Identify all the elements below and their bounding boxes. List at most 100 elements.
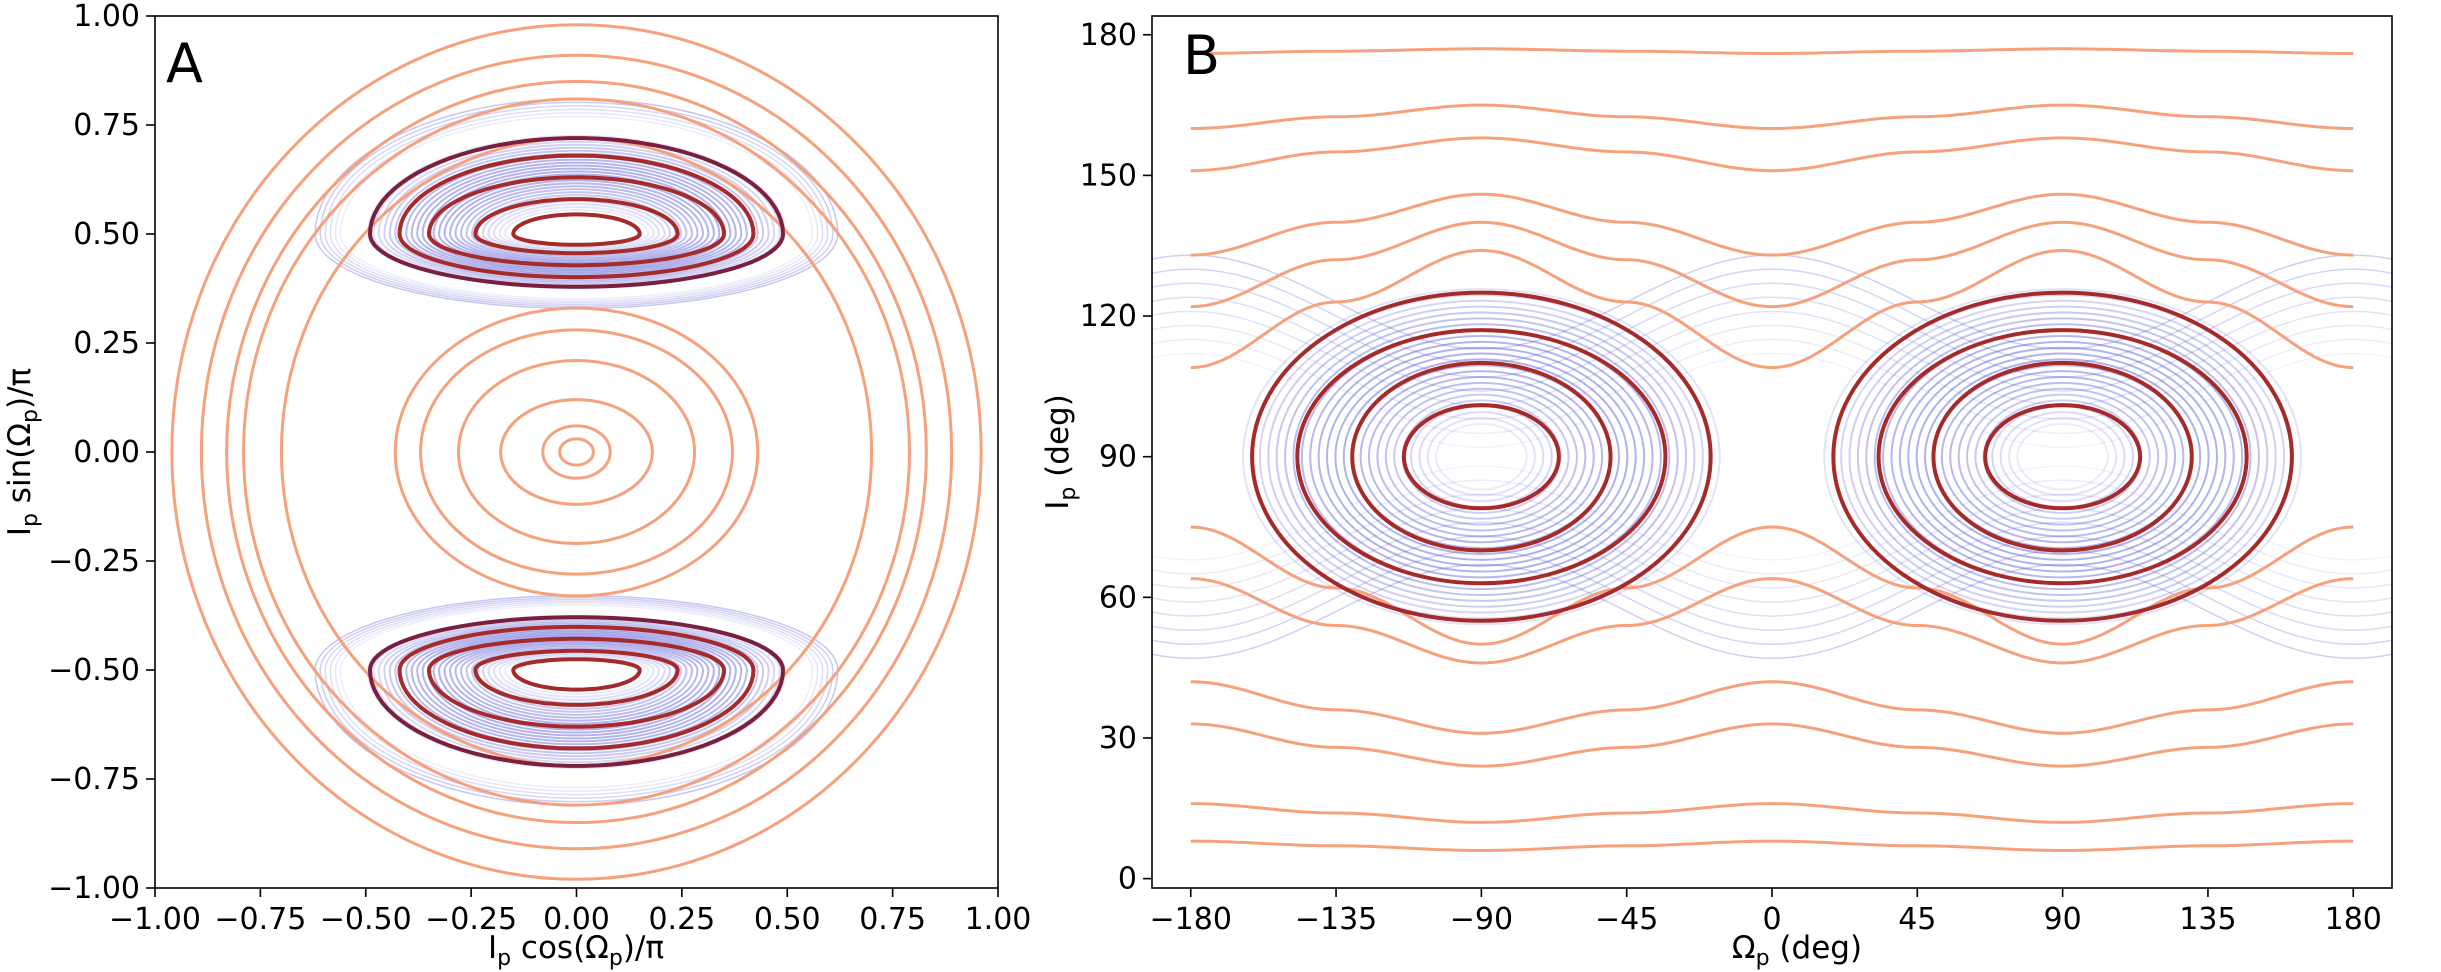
panel-a-libration-curve	[410, 628, 743, 746]
panel-b-cloud-orbit	[1831, 293, 2294, 620]
panel-a-central-orbit	[456, 358, 697, 546]
panel-b-cloud-orbit	[1426, 417, 1536, 497]
panel-a-libration-curve	[503, 655, 650, 695]
panel-a-libration-curve	[421, 631, 732, 740]
panel-b-separatrix-curve	[1152, 338, 2392, 434]
panel-a-y-tick-label: 0.25	[73, 326, 140, 361]
panel-b-x-axis: −180 −135 −90 −45 0 45 90 135 180	[1150, 888, 2382, 937]
panel-a-libration-curve	[426, 636, 727, 729]
panel-b-cloud-orbit	[2016, 422, 2109, 491]
panel-a-libration-curve	[324, 598, 829, 799]
panel-b-circulating-orbit	[1190, 248, 2354, 370]
panel-a-central-orbit	[558, 437, 595, 467]
panel-b-x-tick-label: −135	[1295, 902, 1377, 937]
panel-b-cloud-orbit	[1284, 317, 1679, 596]
panel-a-y-tick-label: −0.50	[48, 653, 140, 688]
panel-a-x-tick-label: −0.75	[214, 902, 306, 937]
panel-a-libration-curve	[416, 629, 737, 743]
panel-a-libration-curve	[426, 175, 727, 268]
panel-a-libration-curve	[465, 644, 688, 716]
panel-b-libration-orbit	[1350, 360, 1613, 553]
panel-b-separatrix-curve	[1152, 296, 2392, 392]
panel-b-y-tick-label: 30	[1099, 721, 1137, 756]
panel-b-libration-orbit	[1831, 290, 2294, 623]
panel-a-central-orbit	[393, 306, 760, 598]
panel-a-central-orbit	[499, 398, 654, 506]
panel-b-x-tick-label: 0	[1762, 902, 1781, 937]
panel-b-cloud-orbit	[2008, 417, 2118, 497]
panel-b-cloud-orbit	[1409, 405, 1553, 509]
panel-b-separatrix-curve	[1152, 563, 2392, 660]
panel-a-libration-curve	[394, 623, 759, 755]
panel-b-separatrix-curve	[1152, 324, 2392, 420]
panel-b-cloud-orbit	[1966, 387, 2160, 526]
panel-b-cloud-orbit	[1334, 352, 1629, 561]
panel-b-cloud-orbit	[1275, 311, 1688, 602]
panel-b-cloud-orbit	[1393, 393, 1570, 520]
panel-b-circulating-orbit	[1190, 802, 2354, 824]
panel-b-separatrix-curve	[1152, 465, 2392, 561]
panel-b-cloud-orbit	[1326, 346, 1637, 567]
panel-b-cloud-orbit	[1915, 352, 2210, 561]
panel-b-cloud-orbit	[1368, 375, 1595, 538]
panel-a-y-axis: 1.00 0.75 0.50 0.25 0.00 −0.25 −0.50 −0.75 −1.00	[48, 0, 155, 906]
panel-a: −1.00 −0.75 −0.50 −0.25 0.00 0.25 0.50 0.75 1.00…	[2, 0, 1031, 971]
panel-b-cloud-orbit	[1384, 387, 1578, 526]
panel-a-central-orbit	[541, 424, 612, 480]
panel-a-libration-curve	[388, 146, 765, 283]
panel-a-x-tick-label: −0.25	[425, 902, 517, 937]
panel-a-libration-curve	[319, 596, 834, 803]
panel-b-cloud-orbit	[1932, 364, 2193, 550]
panel-b-y-tick-label: 60	[1099, 580, 1137, 615]
panel-a-libration-curve	[334, 602, 819, 792]
panel-a-libration-curve	[492, 652, 661, 701]
panel-b-cloud-orbit	[1258, 299, 1704, 614]
panel-a-libration-curve	[397, 153, 756, 280]
panel-b-cloud-orbit	[1940, 370, 2185, 544]
panel-b-circulating-orbit	[1190, 47, 2354, 55]
panel-a-x-tick-label: 1.00	[965, 902, 1032, 937]
panel-b-separatrix-curve	[1152, 521, 2392, 617]
panel-a-libration-curve	[470, 646, 683, 713]
panel-b-cloud-orbit	[1924, 358, 2202, 555]
panel-a-x-tick-label: 0.50	[754, 902, 821, 937]
panel-a-y-tick-label: 0.50	[73, 217, 140, 252]
panel-b-separatrix-curve	[1152, 549, 2392, 645]
panel-b-cloud-orbit	[1848, 305, 2277, 608]
panel-a-libration-curve	[334, 112, 819, 302]
panel-a-libration-curve	[329, 600, 824, 796]
panel-b-libration-orbit	[1295, 328, 1668, 586]
panel-b-x-tick-label: 135	[2179, 902, 2236, 937]
panel-a-outer-orbit	[170, 23, 983, 881]
panel-b-cloud-orbit	[1865, 317, 2260, 596]
panel-b-letter: B	[1183, 24, 1220, 87]
panel-b-libration-orbit	[1931, 360, 2194, 553]
panel-a-libration-curve	[511, 212, 642, 247]
panel-b-libration-orbit	[1876, 328, 2249, 586]
panel-a-libration-curve	[410, 158, 743, 276]
panel-a-libration-curve	[454, 641, 699, 722]
panel-a-x-tick-label: 0.00	[543, 902, 610, 937]
panel-a-libration-curve	[388, 621, 765, 758]
panel-b-cloud-orbit	[1359, 370, 1604, 544]
panel-b-cloud-orbit	[1342, 358, 1620, 555]
panel-a-libration-curve	[448, 179, 705, 265]
panel-b-cloud-orbit	[1292, 323, 1671, 591]
panel-b-circulating-orbit	[1190, 103, 2354, 130]
panel-b-circulating-orbit	[1190, 136, 2354, 173]
panel-a-libration-curve	[465, 188, 688, 260]
panel-b-circulating-orbit	[1190, 192, 2354, 257]
panel-b-plot-area	[1152, 47, 2392, 852]
panel-b-cloud-orbit	[1317, 340, 1646, 573]
panel-b-libration-orbit	[1401, 403, 1561, 511]
panel-b-cloud-orbit	[1991, 405, 2135, 509]
panel-b-circulating-orbit	[1190, 220, 2354, 309]
panel-b-libration-orbit	[1250, 290, 1713, 623]
panel-b-cloud-orbit	[1418, 411, 1545, 503]
panel-b-y-axis: 180 150 120 90 60 30 0	[1080, 18, 1152, 897]
panel-a-x-tick-label: 0.25	[648, 902, 715, 937]
panel-b-separatrix-curve	[1152, 535, 2392, 631]
panel-a-libration-curve	[367, 615, 786, 768]
panel-a-libration-curve	[459, 185, 694, 262]
panel-b-cloud-orbit	[1250, 293, 1713, 620]
